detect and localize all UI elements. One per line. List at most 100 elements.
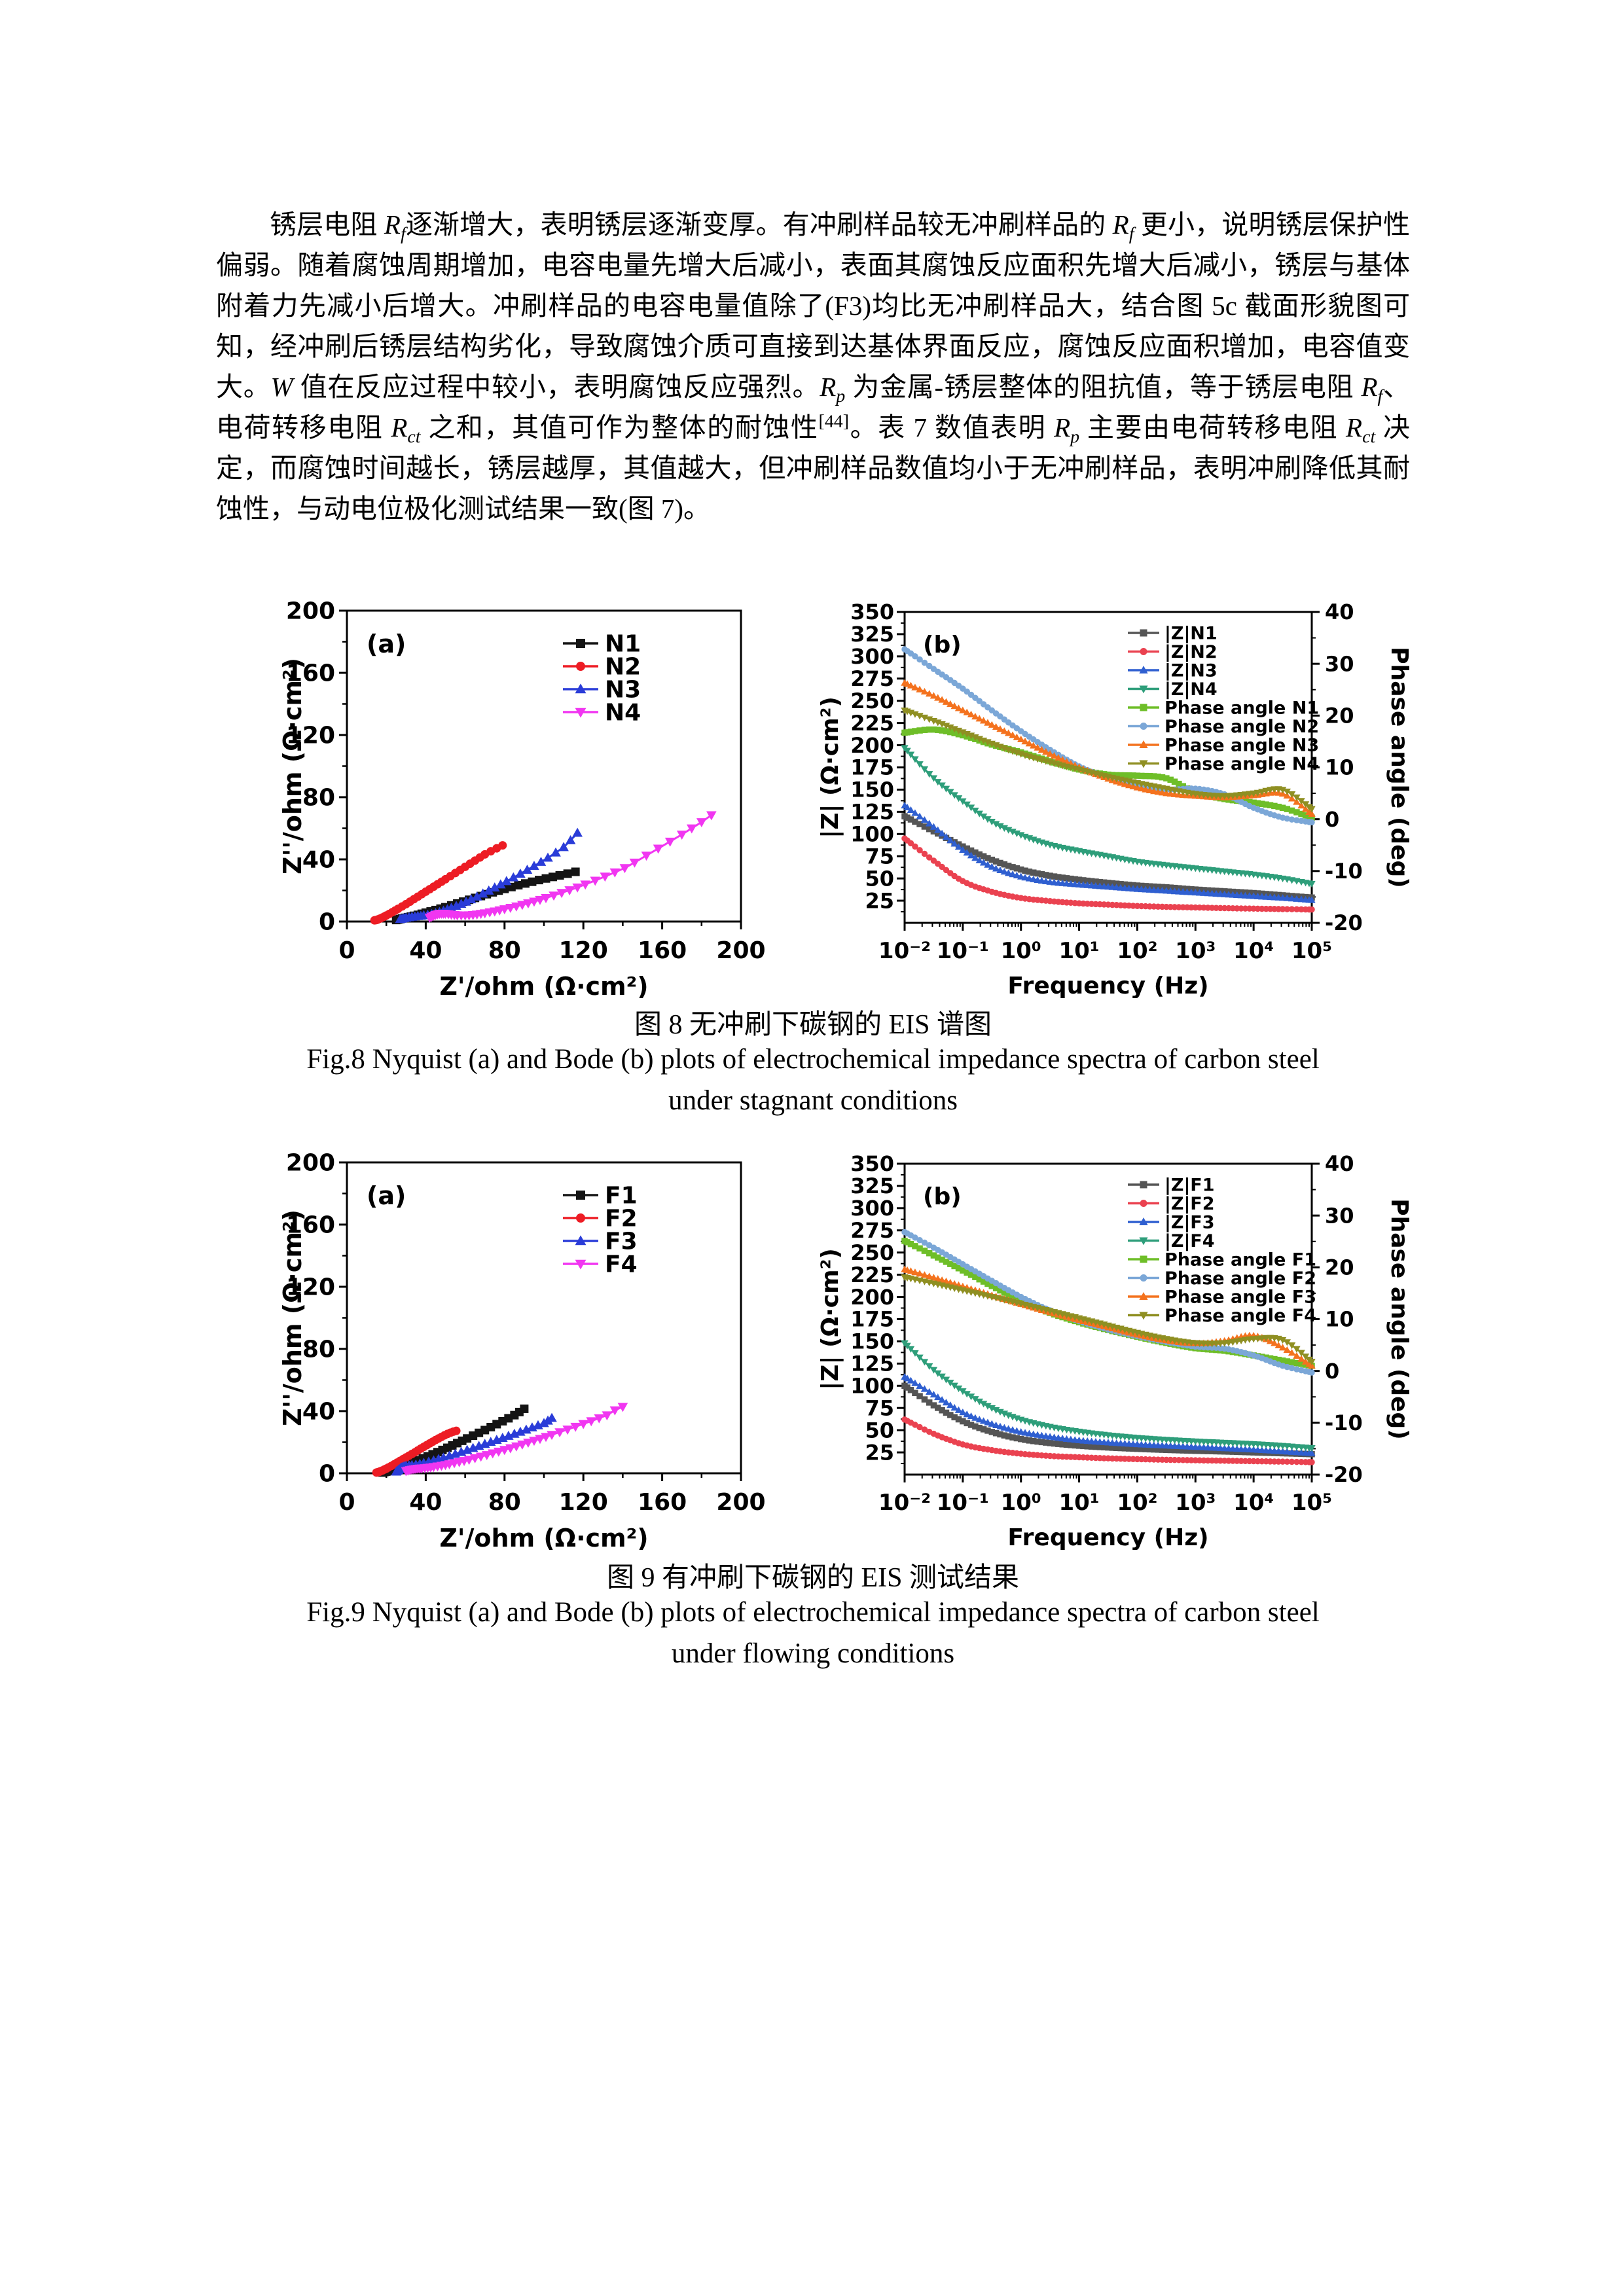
svg-text:160: 160 — [286, 660, 335, 687]
svg-text:F4: F4 — [605, 1251, 638, 1278]
svg-text:10⁻²: 10⁻² — [878, 1490, 931, 1516]
paragraph-segment: R — [820, 372, 837, 402]
svg-text:Phase angle (deg): Phase angle (deg) — [1386, 1198, 1413, 1440]
svg-text:40: 40 — [1325, 1151, 1354, 1176]
svg-text:F1: F1 — [605, 1183, 638, 1210]
svg-text:275: 275 — [850, 666, 894, 691]
svg-text:0: 0 — [1325, 807, 1339, 832]
paragraph-segment: 值在反应过程中较小，表明腐蚀反应强烈。 — [293, 372, 820, 402]
svg-text:200: 200 — [286, 598, 335, 625]
svg-text:10⁴: 10⁴ — [1233, 938, 1274, 964]
svg-text:10³: 10³ — [1175, 1490, 1216, 1516]
paragraph-segment: 更小，说明锈层保护性偏弱。随着腐蚀周期增加，电容电量先增大后减小，表面其腐蚀反应… — [216, 209, 1411, 402]
svg-text:Phase angle F2: Phase angle F2 — [1164, 1268, 1316, 1289]
svg-text:160: 160 — [286, 1212, 335, 1239]
svg-text:25: 25 — [865, 888, 894, 913]
svg-text:10³: 10³ — [1175, 938, 1216, 964]
svg-text:Phase angle (deg): Phase angle (deg) — [1386, 647, 1413, 888]
paragraph-segment: R — [1054, 412, 1071, 442]
svg-text:Phase angle F1: Phase angle F1 — [1164, 1249, 1316, 1270]
svg-text:40: 40 — [1325, 600, 1354, 624]
svg-text:120: 120 — [559, 937, 608, 964]
svg-text:F2: F2 — [605, 1206, 638, 1232]
svg-text:|Z| (Ω·cm²): |Z| (Ω·cm²) — [817, 1248, 844, 1390]
svg-text:F3: F3 — [605, 1229, 638, 1255]
paragraph-segment: 、电荷转移电阻 — [216, 372, 1410, 442]
svg-text:150: 150 — [850, 778, 894, 802]
svg-text:Phase angle N1: Phase angle N1 — [1164, 698, 1319, 718]
svg-text:300: 300 — [850, 644, 894, 669]
svg-text:-20: -20 — [1325, 1462, 1363, 1487]
svg-text:N1: N1 — [605, 631, 641, 658]
svg-text:Phase angle N3: Phase angle N3 — [1164, 735, 1319, 755]
svg-text:Z'/ohm (Ω·cm²): Z'/ohm (Ω·cm²) — [439, 972, 648, 998]
svg-text:175: 175 — [850, 1307, 894, 1332]
svg-text:|Z|N1: |Z|N1 — [1164, 623, 1218, 643]
svg-text:120: 120 — [286, 1274, 335, 1301]
svg-text:-10: -10 — [1325, 859, 1363, 884]
paragraph-segment: R — [1361, 372, 1378, 402]
fig8-caption-en-line1: Fig.8 Nyquist (a) and Bode (b) plots of … — [306, 1044, 1320, 1075]
fig9-bode-chart: 10⁻² 10⁻¹ 10⁰ 10¹ 10² 10³ 10⁴ 10⁵25507510012515… — [817, 1151, 1413, 1550]
svg-text:(a): (a) — [367, 630, 406, 658]
svg-text:Phase angle F4: Phase angle F4 — [1164, 1306, 1316, 1326]
svg-text:200: 200 — [850, 1285, 894, 1310]
paragraph-segment: f — [400, 224, 406, 245]
svg-text:Phase angle N4: Phase angle N4 — [1164, 754, 1319, 774]
fig8-bode-chart: 10⁻² 10⁻¹ 10⁰ 10¹ 10² 10³ 10⁴ 10⁵25507510012515… — [817, 600, 1413, 998]
svg-text:-20: -20 — [1325, 910, 1363, 935]
svg-text:|Z|N2: |Z|N2 — [1164, 642, 1218, 662]
svg-text:200: 200 — [850, 733, 894, 758]
svg-text:0: 0 — [319, 1461, 335, 1488]
paragraph-segment: p — [1070, 427, 1080, 448]
svg-text:20: 20 — [1325, 1255, 1354, 1280]
svg-text:40: 40 — [302, 1399, 335, 1426]
svg-text:10⁻¹: 10⁻¹ — [937, 1490, 989, 1516]
svg-text:|Z|N3: |Z|N3 — [1164, 660, 1218, 681]
fig9-nyquist-chart: 0 40 80 120 160 200 0 40 80 120 160 200 Z'/ohm (Ω·cm… — [278, 1150, 766, 1550]
svg-text:150: 150 — [850, 1329, 894, 1354]
svg-text:(b): (b) — [923, 1183, 962, 1210]
paragraph-segment: R — [1112, 209, 1129, 240]
svg-text:200: 200 — [716, 1489, 765, 1516]
paragraph-segment: 。表 7 数值表明 — [849, 412, 1055, 442]
paragraph-segment: ct — [1362, 427, 1376, 448]
svg-text:80: 80 — [302, 785, 335, 812]
svg-text:Z''/ohm (Ω·cm²): Z''/ohm (Ω·cm²) — [278, 1210, 307, 1426]
paragraph-segment: 逐渐增大，表明锈层逐渐变厚。有冲刷样品较无冲刷样品的 — [405, 209, 1113, 240]
svg-text:200: 200 — [286, 1150, 335, 1177]
svg-text:160: 160 — [638, 1489, 687, 1516]
svg-text:125: 125 — [850, 800, 894, 825]
svg-text:325: 325 — [850, 622, 894, 647]
svg-text:30: 30 — [1325, 1203, 1354, 1228]
paragraph-segment: p — [836, 386, 846, 407]
svg-text:120: 120 — [286, 723, 335, 749]
svg-text:Z''/ohm (Ω·cm²): Z''/ohm (Ω·cm²) — [278, 658, 307, 874]
fig9-caption-en-line2: under flowing conditions — [671, 1638, 955, 1669]
svg-text:350: 350 — [850, 600, 894, 624]
svg-text:25: 25 — [865, 1440, 894, 1465]
svg-text:|Z|F3: |Z|F3 — [1164, 1212, 1215, 1232]
fig9-caption-cn: 图 9 有冲刷下碳钢的 EIS 测试结果 — [606, 1563, 1019, 1593]
svg-text:Frequency (Hz): Frequency (Hz) — [1007, 973, 1208, 998]
paragraph-segment: f — [1128, 224, 1134, 245]
svg-text:10²: 10² — [1117, 938, 1157, 964]
svg-text:|Z| (Ω·cm²): |Z| (Ω·cm²) — [817, 696, 844, 838]
svg-text:|Z|N4: |Z|N4 — [1164, 679, 1218, 700]
svg-text:N3: N3 — [605, 677, 641, 704]
svg-text:125: 125 — [850, 1352, 894, 1376]
svg-text:40: 40 — [409, 937, 442, 964]
svg-text:50: 50 — [865, 1418, 894, 1443]
paragraph-segment: [44] — [818, 411, 849, 432]
svg-text:10⁵: 10⁵ — [1291, 938, 1332, 964]
svg-text:80: 80 — [488, 1489, 521, 1516]
svg-text:160: 160 — [638, 937, 687, 964]
svg-text:10: 10 — [1325, 1307, 1354, 1332]
svg-text:120: 120 — [559, 1489, 608, 1516]
svg-text:100: 100 — [850, 1373, 894, 1398]
svg-text:225: 225 — [850, 711, 894, 736]
svg-text:200: 200 — [716, 937, 765, 964]
svg-text:10¹: 10¹ — [1058, 938, 1099, 964]
svg-text:250: 250 — [850, 689, 894, 713]
